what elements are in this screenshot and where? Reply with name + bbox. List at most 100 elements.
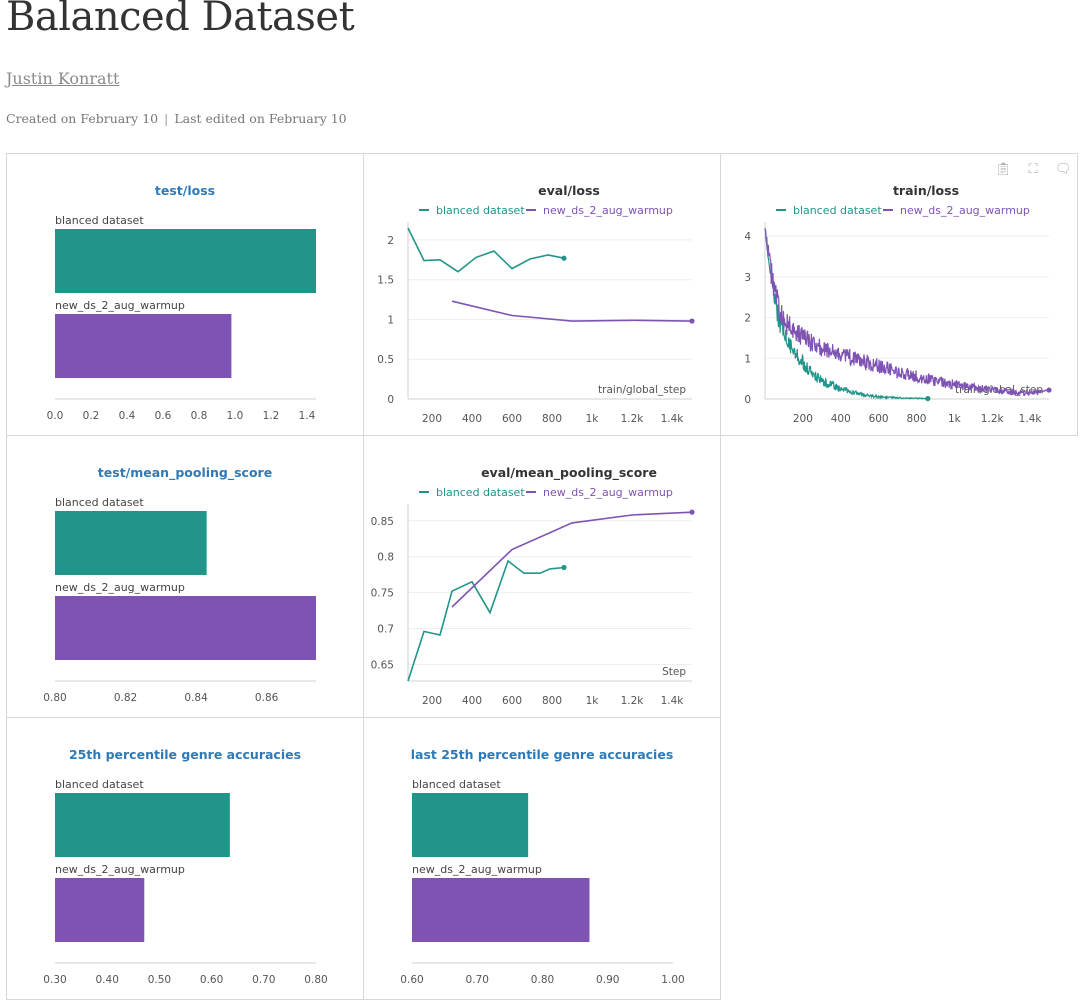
y-tick-label: 0.8	[377, 552, 394, 564]
panel-eval-mean-pooling[interactable]: eval/mean_pooling_score blanced dataset ne…	[363, 435, 721, 718]
legend-label: new_ds_2_aug_warmup	[543, 486, 673, 499]
x-tick-label: 0.8	[191, 410, 208, 422]
x-tick-label: 0.80	[304, 974, 327, 986]
x-tick-label: 0.60	[200, 974, 223, 986]
x-tick-label: 200	[422, 695, 442, 707]
x-tick-label: 600	[869, 413, 889, 425]
x-tick-label: 1.00	[661, 974, 684, 986]
chart-test-loss: test/loss blanced dataset new_ds_2_aug_war…	[47, 183, 316, 422]
series-end-point	[925, 395, 931, 402]
bar-label: blanced dataset	[55, 214, 144, 227]
report-meta: Created on February 10 | Last edited on Fe…	[6, 111, 347, 126]
panel-test-mean-pooling[interactable]: test/mean_pooling_score blanced dataset ne…	[6, 435, 364, 718]
y-tick-label: 2	[744, 313, 751, 325]
series-end-point	[689, 509, 695, 515]
x-tick-label: 800	[906, 413, 926, 425]
x-tick-label: 0.90	[596, 974, 619, 986]
x-tick-label: 1.4k	[661, 695, 685, 707]
clipboard-icon[interactable]: 📋︎	[995, 162, 1012, 177]
x-tick-label: 0.50	[148, 974, 171, 986]
x-tick-label: 1k	[948, 413, 962, 425]
bar-label: blanced dataset	[412, 778, 501, 791]
author-link[interactable]: Justin Konratt	[6, 69, 120, 88]
bar-label: new_ds_2_aug_warmup	[55, 581, 185, 594]
y-tick-label: 0.85	[371, 516, 394, 528]
y-tick-label: 0	[387, 394, 394, 406]
legend-label: blanced dataset	[436, 204, 525, 217]
bar	[55, 596, 316, 660]
x-tick-label: 1.4	[299, 410, 316, 422]
x-tick-label: 0.70	[466, 974, 489, 986]
x-tick-label: 800	[542, 413, 562, 425]
created-date: Created on February 10	[6, 111, 159, 126]
chart-title: train/loss	[893, 183, 959, 198]
fullscreen-icon[interactable]: ⛶	[1028, 162, 1038, 177]
bar-label: new_ds_2_aug_warmup	[55, 863, 185, 876]
series-line	[764, 228, 928, 401]
x-tick-label: 0.60	[400, 974, 423, 986]
x-tick-label: 1.2k	[621, 695, 645, 707]
panel-train-loss[interactable]: train/loss blanced dataset new_ds_2_aug_wa…	[720, 153, 1078, 436]
chart-title: eval/loss	[538, 183, 600, 198]
panel-toolbar: 📋︎ ⛶ 🗨︎	[995, 162, 1072, 177]
series-end-point	[1046, 387, 1052, 393]
y-tick-label: 0.5	[377, 354, 394, 366]
bar	[55, 229, 316, 293]
x-tick-label: 0.80	[531, 974, 554, 986]
y-tick-label: 2	[387, 235, 394, 247]
x-tick-label: 1.4k	[1019, 413, 1043, 425]
bar	[55, 878, 145, 942]
series-line	[764, 228, 1050, 397]
x-tick-label: 400	[462, 695, 482, 707]
x-tick-label: 400	[462, 413, 482, 425]
y-tick-label: 0.65	[371, 659, 394, 671]
legend-label: new_ds_2_aug_warmup	[543, 204, 673, 217]
edited-date: Last edited on February 10	[174, 111, 347, 126]
series-end-point	[561, 255, 567, 261]
series-end-point	[561, 564, 567, 571]
x-tick-label: 0.86	[255, 692, 279, 704]
chart-train-loss: train/loss blanced dataset new_ds_2_aug_wa…	[744, 183, 1052, 425]
x-tick-label: 600	[502, 695, 522, 707]
chart-eval-loss: eval/loss blanced dataset new_ds_2_aug_war…	[377, 183, 695, 425]
x-tick-label: 0.4	[119, 410, 136, 422]
panel-last-p25-genre[interactable]: last 25th percentile genre accuracies bla…	[363, 717, 721, 1000]
chart-last-p25-genre: last 25th percentile genre accuracies bla…	[400, 747, 684, 986]
panel-test-loss[interactable]: test/loss blanced dataset new_ds_2_aug_war…	[6, 153, 364, 436]
chart-title: test/mean_pooling_score	[98, 465, 272, 481]
meta-separator: |	[164, 111, 169, 126]
panel-p25-genre[interactable]: 25th percentile genre accuracies blanced …	[6, 717, 364, 1000]
bar	[55, 314, 232, 378]
panel-eval-loss[interactable]: eval/loss blanced dataset new_ds_2_aug_war…	[363, 153, 721, 436]
series-line	[407, 227, 565, 273]
x-tick-label: 0.82	[114, 692, 137, 704]
y-tick-label: 0.75	[371, 588, 394, 600]
x-tick-label: 1.2k	[981, 413, 1005, 425]
bar	[55, 511, 207, 575]
bar-label: new_ds_2_aug_warmup	[412, 863, 542, 876]
x-tick-label: 1k	[586, 695, 600, 707]
series-line	[407, 559, 565, 682]
y-tick-label: 0	[744, 394, 751, 406]
chart-p25-genre: 25th percentile genre accuracies blanced …	[43, 747, 327, 986]
comment-icon[interactable]: 🗨︎	[1055, 162, 1072, 177]
x-tick-label: 0.2	[83, 410, 100, 422]
x-tick-label: 200	[422, 413, 442, 425]
x-tick-label: 0.6	[155, 410, 172, 422]
x-tick-label: 1.2	[263, 410, 280, 422]
bar-label: blanced dataset	[55, 778, 144, 791]
x-tick-label: 0.80	[43, 692, 66, 704]
report-title: Balanced Dataset	[6, 0, 355, 40]
chart-title: test/loss	[155, 183, 215, 198]
chart-title: 25th percentile genre accuracies	[69, 747, 301, 762]
x-tick-label: 0.84	[184, 692, 208, 704]
x-tick-label: 0.40	[96, 974, 119, 986]
x-tick-label: 200	[793, 413, 813, 425]
y-tick-label: 3	[744, 272, 751, 284]
x-axis-title: train/global_step	[598, 384, 686, 396]
x-tick-label: 1.2k	[621, 413, 645, 425]
x-tick-label: 1.0	[227, 410, 244, 422]
chart-title: eval/mean_pooling_score	[481, 465, 657, 481]
